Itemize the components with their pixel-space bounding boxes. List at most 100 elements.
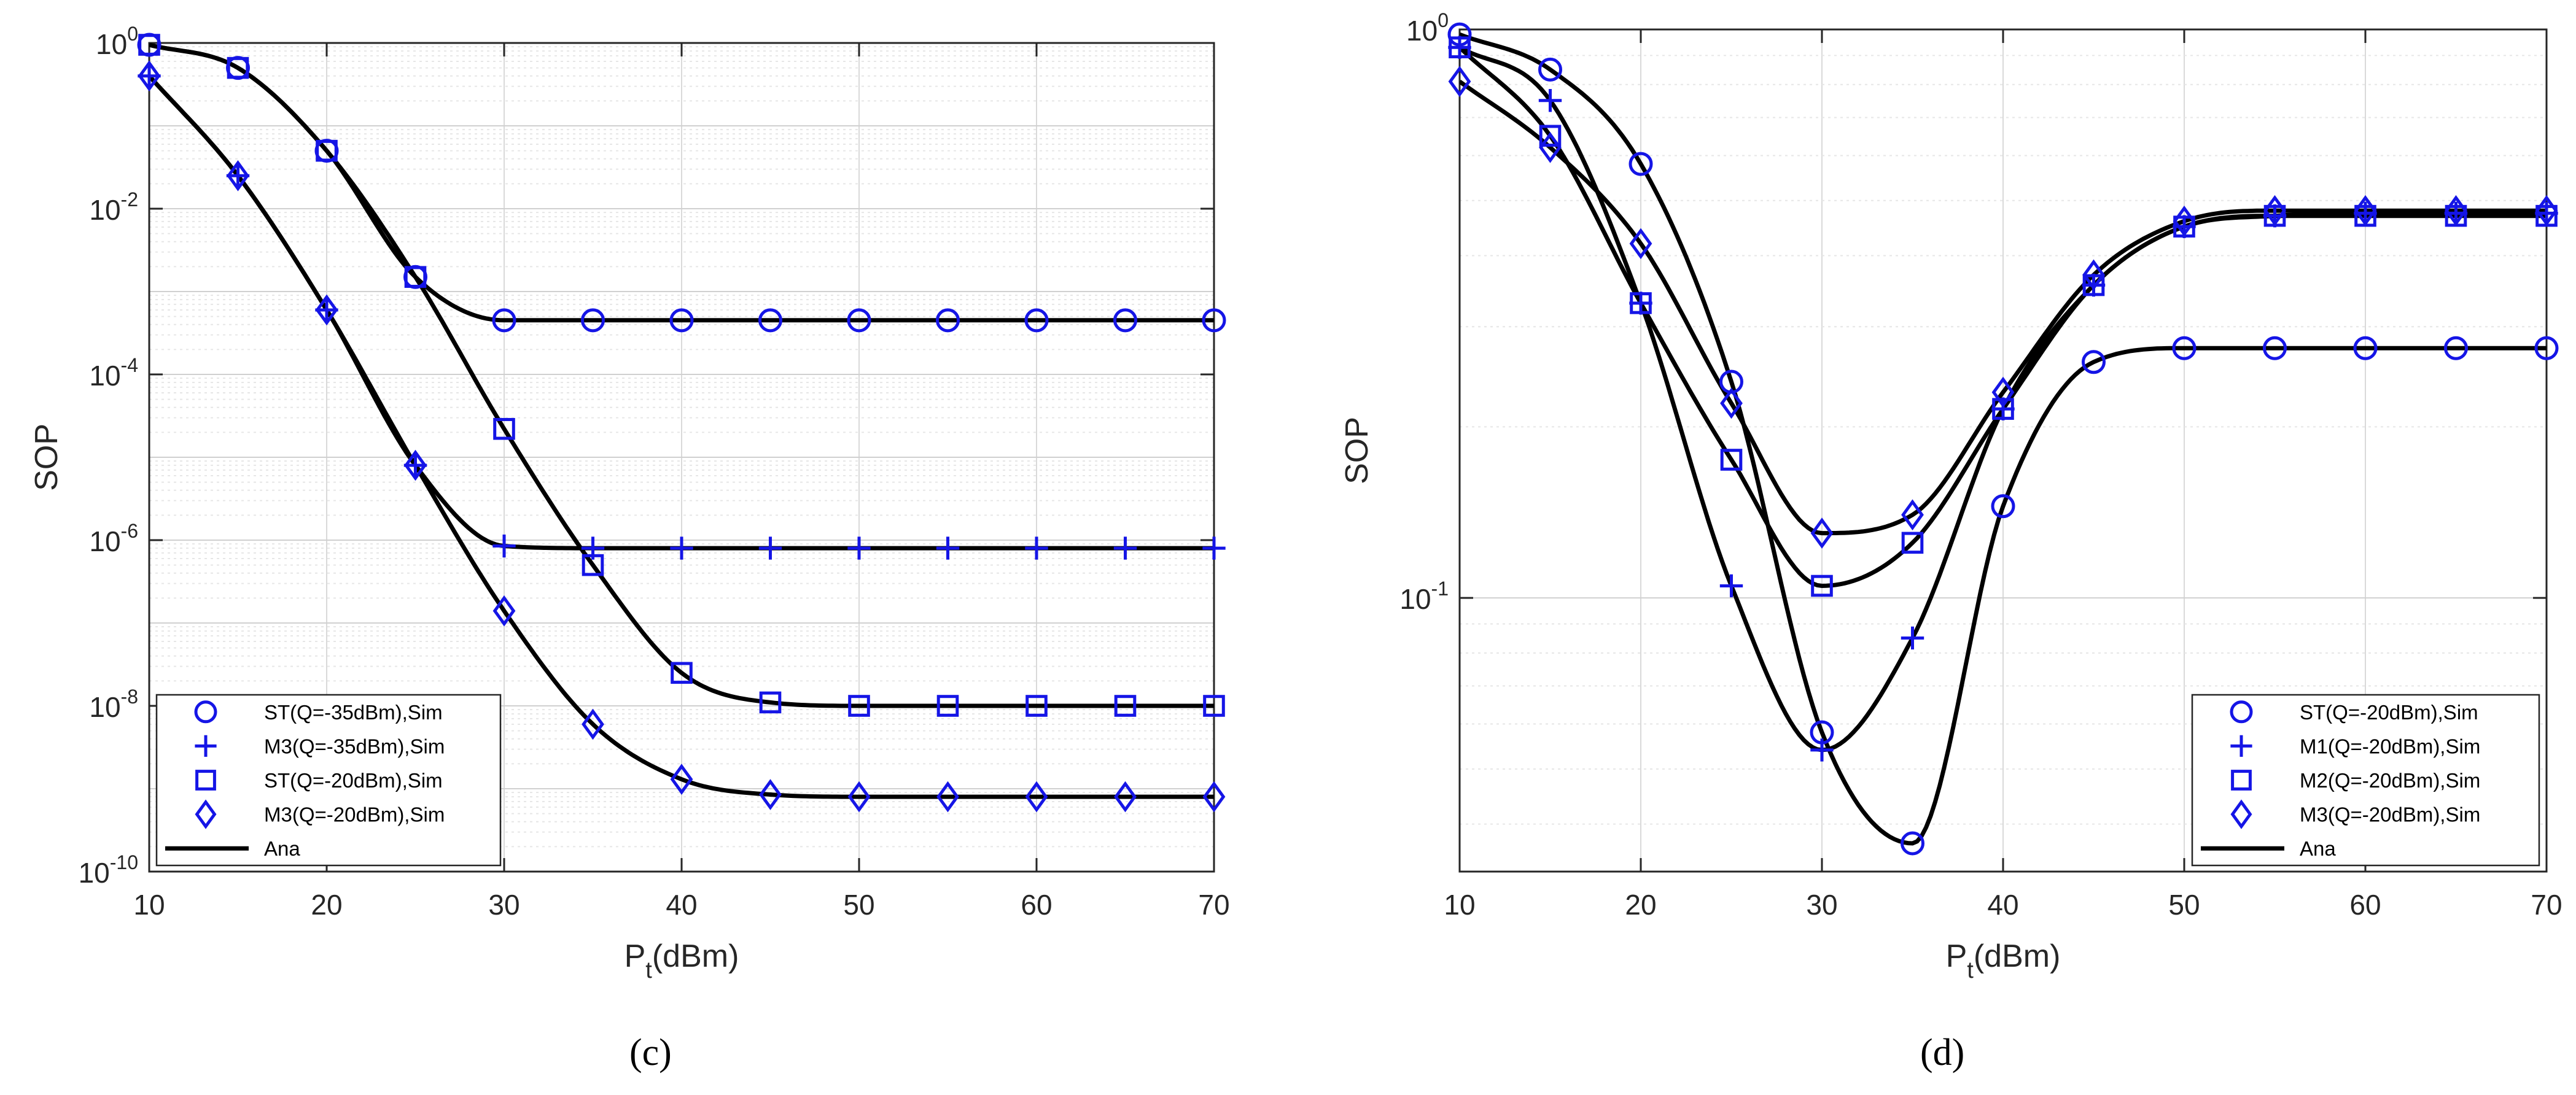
legend-label-2: ST(Q=-20dBm),Sim bbox=[264, 769, 443, 792]
marker-circle-0-5 bbox=[581, 308, 605, 333]
marker-square-2-0 bbox=[1449, 36, 1471, 58]
marker-diamond-3-7 bbox=[759, 779, 782, 810]
y-axis-label: SOP bbox=[1339, 417, 1375, 484]
marker-plus-1-0 bbox=[1448, 36, 1471, 59]
marker-diamond-3-9 bbox=[936, 781, 959, 813]
marker-circle-0-1 bbox=[1538, 57, 1562, 82]
marker-square-2-7 bbox=[2082, 274, 2105, 296]
x-tick-label-50: 50 bbox=[2168, 889, 2200, 921]
marker-diamond-3-0 bbox=[138, 60, 161, 92]
marker-diamond-3-8 bbox=[2173, 205, 2196, 237]
marker-diamond-3-1 bbox=[1539, 131, 1562, 163]
marker-diamond-3-11 bbox=[1114, 781, 1137, 813]
y-tick-label-0: 100 bbox=[96, 23, 138, 60]
y-axis-label: SOP bbox=[29, 424, 64, 491]
caption-d: (d) bbox=[1920, 1032, 1965, 1074]
marker-circle-0-11 bbox=[2444, 336, 2468, 360]
marker-diamond-3-5 bbox=[582, 708, 604, 740]
marker-circle-legend-0 bbox=[194, 700, 217, 724]
marker-plus-1-11 bbox=[1113, 536, 1137, 560]
marker-plus-1-6 bbox=[1991, 397, 2015, 420]
marker-plus-1-9 bbox=[936, 536, 960, 560]
marker-plus-1-12 bbox=[1202, 536, 1226, 560]
x-tick-label-60: 60 bbox=[1021, 889, 1052, 921]
x-tick-label-30: 30 bbox=[1806, 889, 1837, 921]
marker-square-2-8 bbox=[848, 695, 870, 717]
legend: ST(Q=-35dBm),Sim M3(Q=-35dBm),Sim ST(Q=-20… bbox=[155, 694, 502, 867]
marker-circle-0-7 bbox=[758, 308, 782, 333]
marker-circle-0-6 bbox=[1991, 494, 2015, 519]
marker-circle-0-9 bbox=[2263, 336, 2287, 360]
marker-square-2-6 bbox=[671, 662, 693, 684]
y-tick-label-3: 10-6 bbox=[89, 520, 138, 557]
y-tick-label-0: 100 bbox=[1406, 9, 1449, 47]
marker-square-2-2 bbox=[1630, 292, 1652, 314]
marker-square-2-12 bbox=[1203, 695, 1225, 717]
marker-plus-1-2 bbox=[1629, 292, 1652, 315]
marker-diamond-3-6 bbox=[1991, 376, 2015, 408]
marker-circle-0-8 bbox=[2172, 336, 2197, 360]
marker-square-2-4 bbox=[1811, 575, 1833, 597]
y-tick-label-2: 10-4 bbox=[89, 354, 138, 392]
marker-circle-0-6 bbox=[669, 308, 694, 333]
marker-circle-0-10 bbox=[2353, 336, 2378, 360]
marker-plus-legend-1 bbox=[195, 735, 217, 757]
marker-square-2-1 bbox=[227, 56, 249, 79]
x-tick-label-30: 30 bbox=[488, 889, 519, 921]
legend-label-0: ST(Q=-35dBm),Sim bbox=[264, 701, 443, 724]
y-tick-label-5: 10-10 bbox=[79, 851, 138, 889]
marker-circle-0-10 bbox=[1024, 308, 1049, 333]
sim-markers bbox=[1447, 22, 2559, 856]
x-tick-label-10: 10 bbox=[133, 889, 165, 921]
marker-square-2-5 bbox=[1901, 532, 1924, 554]
marker-square-2-9 bbox=[936, 695, 959, 717]
marker-square-2-4 bbox=[493, 417, 515, 440]
y-tick-label-4: 10-8 bbox=[89, 686, 138, 723]
legend-label-3: M3(Q=-20dBm),Sim bbox=[2300, 803, 2480, 826]
marker-square-2-10 bbox=[1025, 695, 1048, 717]
y-tick-label-1: 10-2 bbox=[89, 188, 138, 226]
marker-circle-0-7 bbox=[2082, 350, 2106, 374]
marker-diamond-3-8 bbox=[847, 781, 871, 813]
legend-label-2: M2(Q=-20dBm),Sim bbox=[2300, 769, 2480, 792]
marker-square-2-1 bbox=[1539, 125, 1562, 147]
marker-plus-1-3 bbox=[1719, 574, 1743, 598]
legend-label-1: M1(Q=-20dBm),Sim bbox=[2300, 735, 2480, 757]
marker-diamond-3-10 bbox=[1025, 781, 1048, 813]
marker-circle-0-9 bbox=[936, 308, 960, 333]
y-tick-label-1: 10-1 bbox=[1399, 578, 1449, 615]
marker-diamond-3-4 bbox=[1810, 517, 1834, 549]
marker-diamond-3-2 bbox=[315, 294, 338, 326]
marker-diamond-legend-3 bbox=[2230, 799, 2252, 829]
chart-d: 10 20 30 40 50 60 70 100 10-1 SOP Pt(dBm) ST(Q=-20d… bbox=[1339, 9, 2562, 983]
x-tick-label-70: 70 bbox=[2531, 889, 2562, 921]
marker-square-2-5 bbox=[582, 554, 604, 576]
marker-circle-0-4 bbox=[492, 308, 516, 333]
marker-plus-1-8 bbox=[847, 536, 871, 560]
marker-diamond-3-11 bbox=[2445, 195, 2467, 226]
x-tick-label-60: 60 bbox=[2349, 889, 2381, 921]
marker-diamond-3-1 bbox=[227, 160, 249, 192]
marker-plus-legend-1 bbox=[2230, 735, 2252, 757]
marker-circle-0-8 bbox=[847, 308, 871, 333]
legend-label-3: M3(Q=-20dBm),Sim bbox=[264, 803, 445, 826]
x-tick-label-40: 40 bbox=[1987, 889, 2018, 921]
marker-circle-0-11 bbox=[1113, 308, 1137, 333]
marker-circle-0-12 bbox=[1202, 308, 1226, 333]
marker-square-2-11 bbox=[1114, 695, 1137, 717]
marker-plus-1-4 bbox=[492, 534, 516, 558]
x-tick-label-40: 40 bbox=[666, 889, 697, 921]
sim-markers bbox=[137, 33, 1226, 813]
marker-square-2-2 bbox=[316, 139, 338, 162]
x-tick-label-10: 10 bbox=[1444, 889, 1475, 921]
marker-diamond-3-2 bbox=[1629, 228, 1652, 260]
marker-circle-0-5 bbox=[1901, 831, 1924, 856]
marker-diamond-3-5 bbox=[1901, 499, 1924, 531]
x-axis-label: Pt(dBm) bbox=[1946, 938, 2061, 983]
marker-plus-1-7 bbox=[2082, 273, 2106, 297]
marker-circle-legend-0 bbox=[2230, 700, 2253, 724]
ana-curve-2 bbox=[149, 43, 1214, 708]
marker-diamond-3-10 bbox=[2354, 195, 2377, 226]
marker-circle-0-12 bbox=[2534, 336, 2559, 360]
